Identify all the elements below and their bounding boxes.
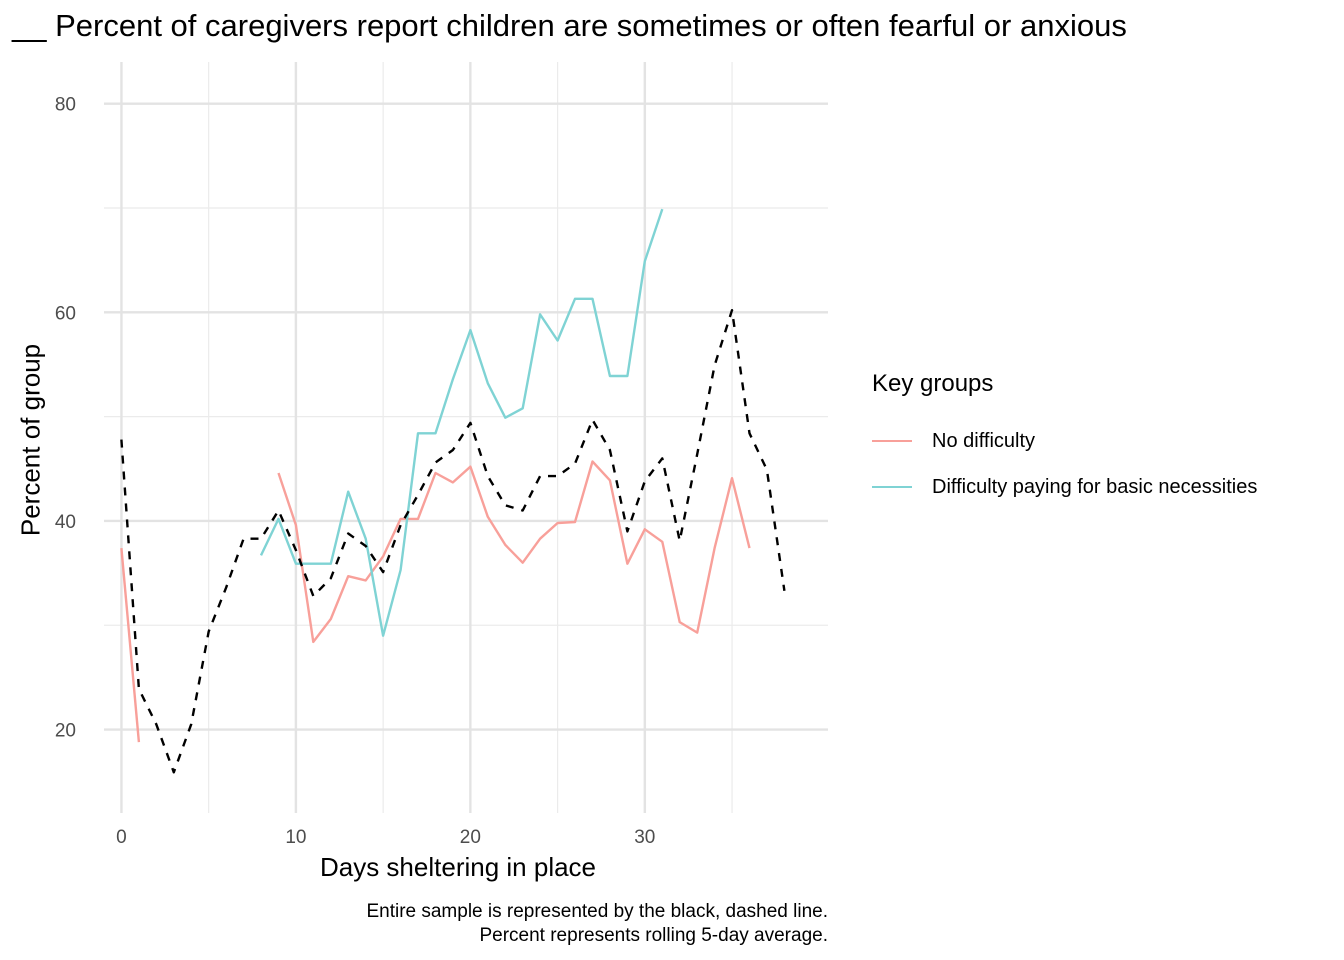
x-axis-label: Days sheltering in place [319, 852, 597, 882]
chart-title: __ Percent of caregivers report children… [12, 8, 1127, 43]
legend-label: No difficulty [932, 429, 1036, 452]
series-lines [120, 208, 786, 774]
legend-item-difficulty-paying: Difficulty paying for basic necessities [872, 464, 1257, 510]
difficulty-paying-line [259, 208, 664, 637]
legend-title: Key groups [872, 370, 994, 397]
tick-labels: 0 10 20 30 20 40 60 80 [55, 95, 656, 848]
legend: Key groups No difficulty Difficulty payi… [872, 370, 1257, 510]
x-tick-label: 30 [634, 827, 655, 848]
x-tick-label: 10 [285, 827, 306, 848]
legend-swatch [872, 440, 912, 442]
x-tick-label: 0 [116, 827, 127, 848]
major-gridlines [104, 62, 828, 813]
entire-sample-line [120, 309, 786, 774]
y-tick-label: 20 [55, 721, 76, 742]
chart-caption: Entire sample is represented by the blac… [366, 900, 828, 948]
y-axis-label: Percent of group [15, 343, 46, 537]
y-tick-label: 80 [55, 95, 76, 116]
legend-item-no-difficulty: No difficulty [872, 418, 1257, 464]
caption-line: Entire sample is represented by the blac… [366, 901, 828, 922]
minor-gridlines [104, 62, 828, 813]
legend-label: Difficulty paying for basic necessities [932, 475, 1258, 498]
y-tick-label: 60 [55, 303, 76, 324]
no-difficulty-line [277, 460, 751, 644]
x-tick-label: 20 [460, 827, 481, 848]
caption-line: Percent represents rolling 5-day average… [479, 925, 828, 946]
legend-swatch [872, 486, 912, 488]
y-tick-label: 40 [55, 512, 76, 533]
no-difficulty-line [120, 547, 141, 743]
